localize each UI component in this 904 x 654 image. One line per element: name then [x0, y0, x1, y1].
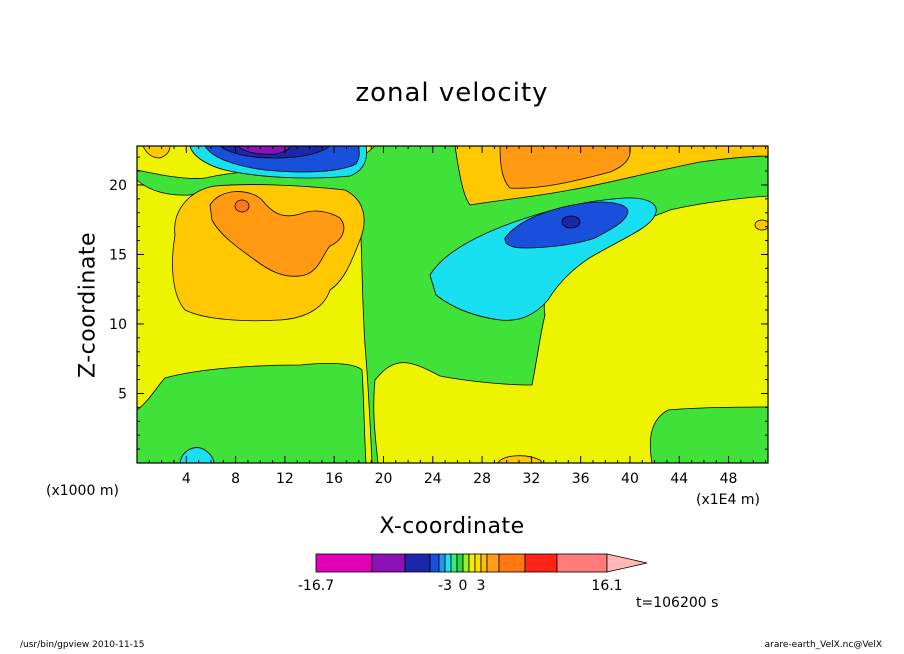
contour-fill: [137, 146, 768, 463]
colorbar-tick-label: 3: [476, 578, 486, 594]
colorbar-swatch: [498, 553, 526, 573]
x-tick-label: 24: [424, 471, 442, 487]
x-axis-label: X-coordinate: [379, 514, 525, 539]
x-tick-label: 48: [720, 471, 738, 487]
colorbar-swatch: [486, 553, 500, 573]
x-tick-label: 44: [670, 471, 688, 487]
x-tick-label: 20: [375, 471, 393, 487]
colorbar-swatch: [315, 553, 373, 573]
region-green-left: [137, 363, 367, 463]
region-cyan-lower-left: [179, 447, 215, 463]
x-tick-label: 12: [276, 471, 294, 487]
y-tick-label: 10: [109, 317, 127, 333]
footer-left: /usr/bin/gpview 2010-11-15: [20, 640, 145, 650]
colorbar: [315, 553, 648, 573]
colorbar-swatch: [450, 553, 458, 573]
time-label: t=106200 s: [636, 595, 719, 611]
x-unit-note: (x1000 m): [46, 483, 119, 499]
colorbar-arrow: [606, 553, 648, 573]
colorbar-swatch: [429, 553, 440, 573]
x-tick-label: 36: [572, 471, 590, 487]
x-tick-label: 16: [325, 471, 343, 487]
footer-right: arare-earth_VelX.nc@VelX: [764, 640, 882, 650]
region-green-lower-right: [649, 406, 768, 463]
x-tick-label: 40: [621, 471, 639, 487]
region-orange-upper-left: [209, 191, 345, 277]
colorbar-swatch: [444, 553, 452, 573]
colorbar-swatch: [524, 553, 558, 573]
colorbar-swatch: [404, 553, 431, 573]
colorbar-swatch: [468, 553, 476, 573]
region-darkblue-mid-right: [561, 215, 581, 229]
x-tick-label: 4: [182, 471, 191, 487]
y-tick-label: 15: [109, 247, 127, 263]
y-tick-label: 20: [109, 178, 127, 194]
y-tick-label: 5: [118, 386, 127, 402]
chart-title: zonal velocity: [355, 78, 549, 108]
region-amber-right-edge: [754, 219, 768, 231]
colorbar-tick-label: 16.1: [591, 578, 623, 594]
y-axis-label: Z-coordinate: [75, 232, 101, 378]
colorbar-swatch: [474, 553, 482, 573]
colorbar-swatch: [371, 553, 406, 573]
x-tick-label: 28: [473, 471, 491, 487]
colorbar-swatch: [462, 553, 470, 573]
colorbar-swatch: [480, 553, 488, 573]
x-scale-note: (x1E4 m): [696, 492, 760, 508]
x-axis: 4 8 12 16 20 24 28 32 36 40 44 48: [148, 146, 767, 487]
colorbar-swatch: [438, 553, 446, 573]
colorbar-tick-label: 0: [458, 578, 468, 594]
plot-frame: [136, 145, 769, 464]
y-axis: 5 10 15 20: [109, 156, 768, 450]
region-purple-top-jet: [237, 146, 291, 155]
colorbar-swatch: [556, 553, 608, 573]
x-tick-label: 8: [231, 471, 240, 487]
colorbar-swatch: [456, 553, 464, 573]
x-tick-label: 32: [522, 471, 540, 487]
region-orange-dot: [234, 199, 250, 213]
colorbar-tick-label: -16.7: [297, 578, 335, 594]
colorbar-tick-label: -3: [438, 578, 452, 594]
region-orange-top-right: [499, 146, 631, 189]
